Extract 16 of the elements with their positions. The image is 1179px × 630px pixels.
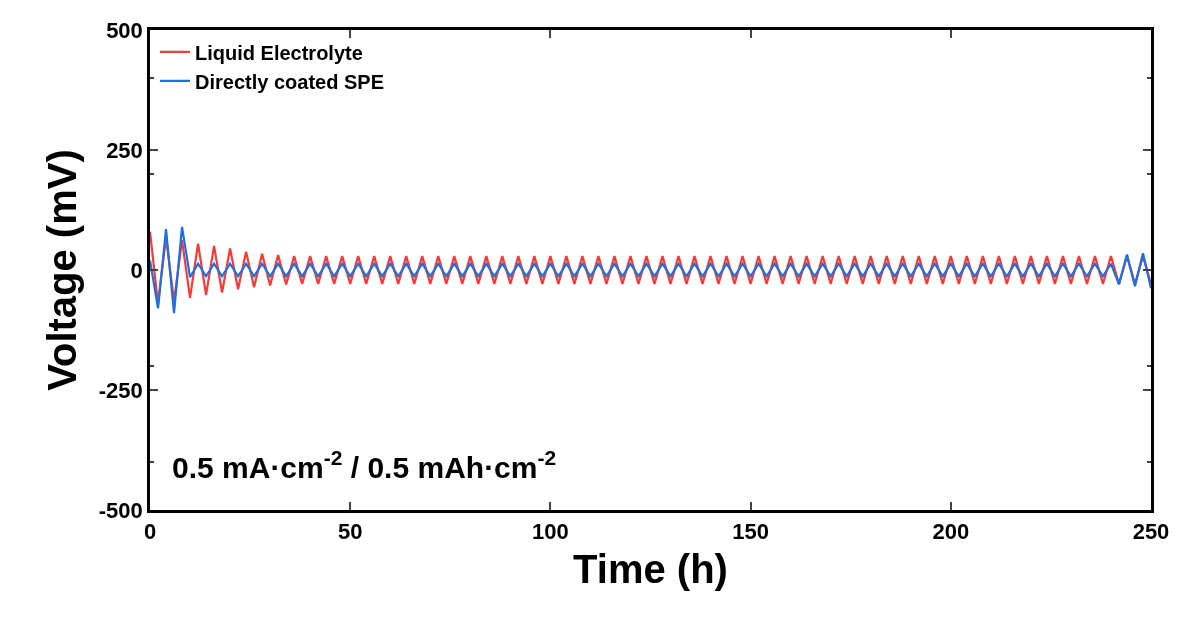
y-tick-label: 250 (106, 137, 143, 163)
annotation: 0.5 mA·cm$^{-2}$ / 0.5 mAh·cm$^{-2}$ (172, 446, 557, 484)
y-tick-label: 0 (130, 257, 143, 283)
x-tick-label: 200 (932, 519, 970, 545)
x-tick-label: 50 (337, 519, 363, 545)
y-tick-label: -500 (98, 497, 143, 523)
legend-label: Directly coated SPE (195, 70, 384, 93)
x-tick-label: 100 (532, 519, 569, 545)
y-tick-label: -250 (98, 377, 143, 403)
y-axis-title: Voltage (mV) (40, 149, 85, 391)
legend-label: Liquid Electrolyte (195, 41, 363, 64)
x-tick-label: 250 (1132, 519, 1170, 545)
line-series (150, 225, 1151, 315)
x-tick-label: 150 (732, 519, 769, 545)
x-axis-title: Time (h) (573, 546, 728, 591)
y-tick-label: 500 (106, 17, 143, 43)
